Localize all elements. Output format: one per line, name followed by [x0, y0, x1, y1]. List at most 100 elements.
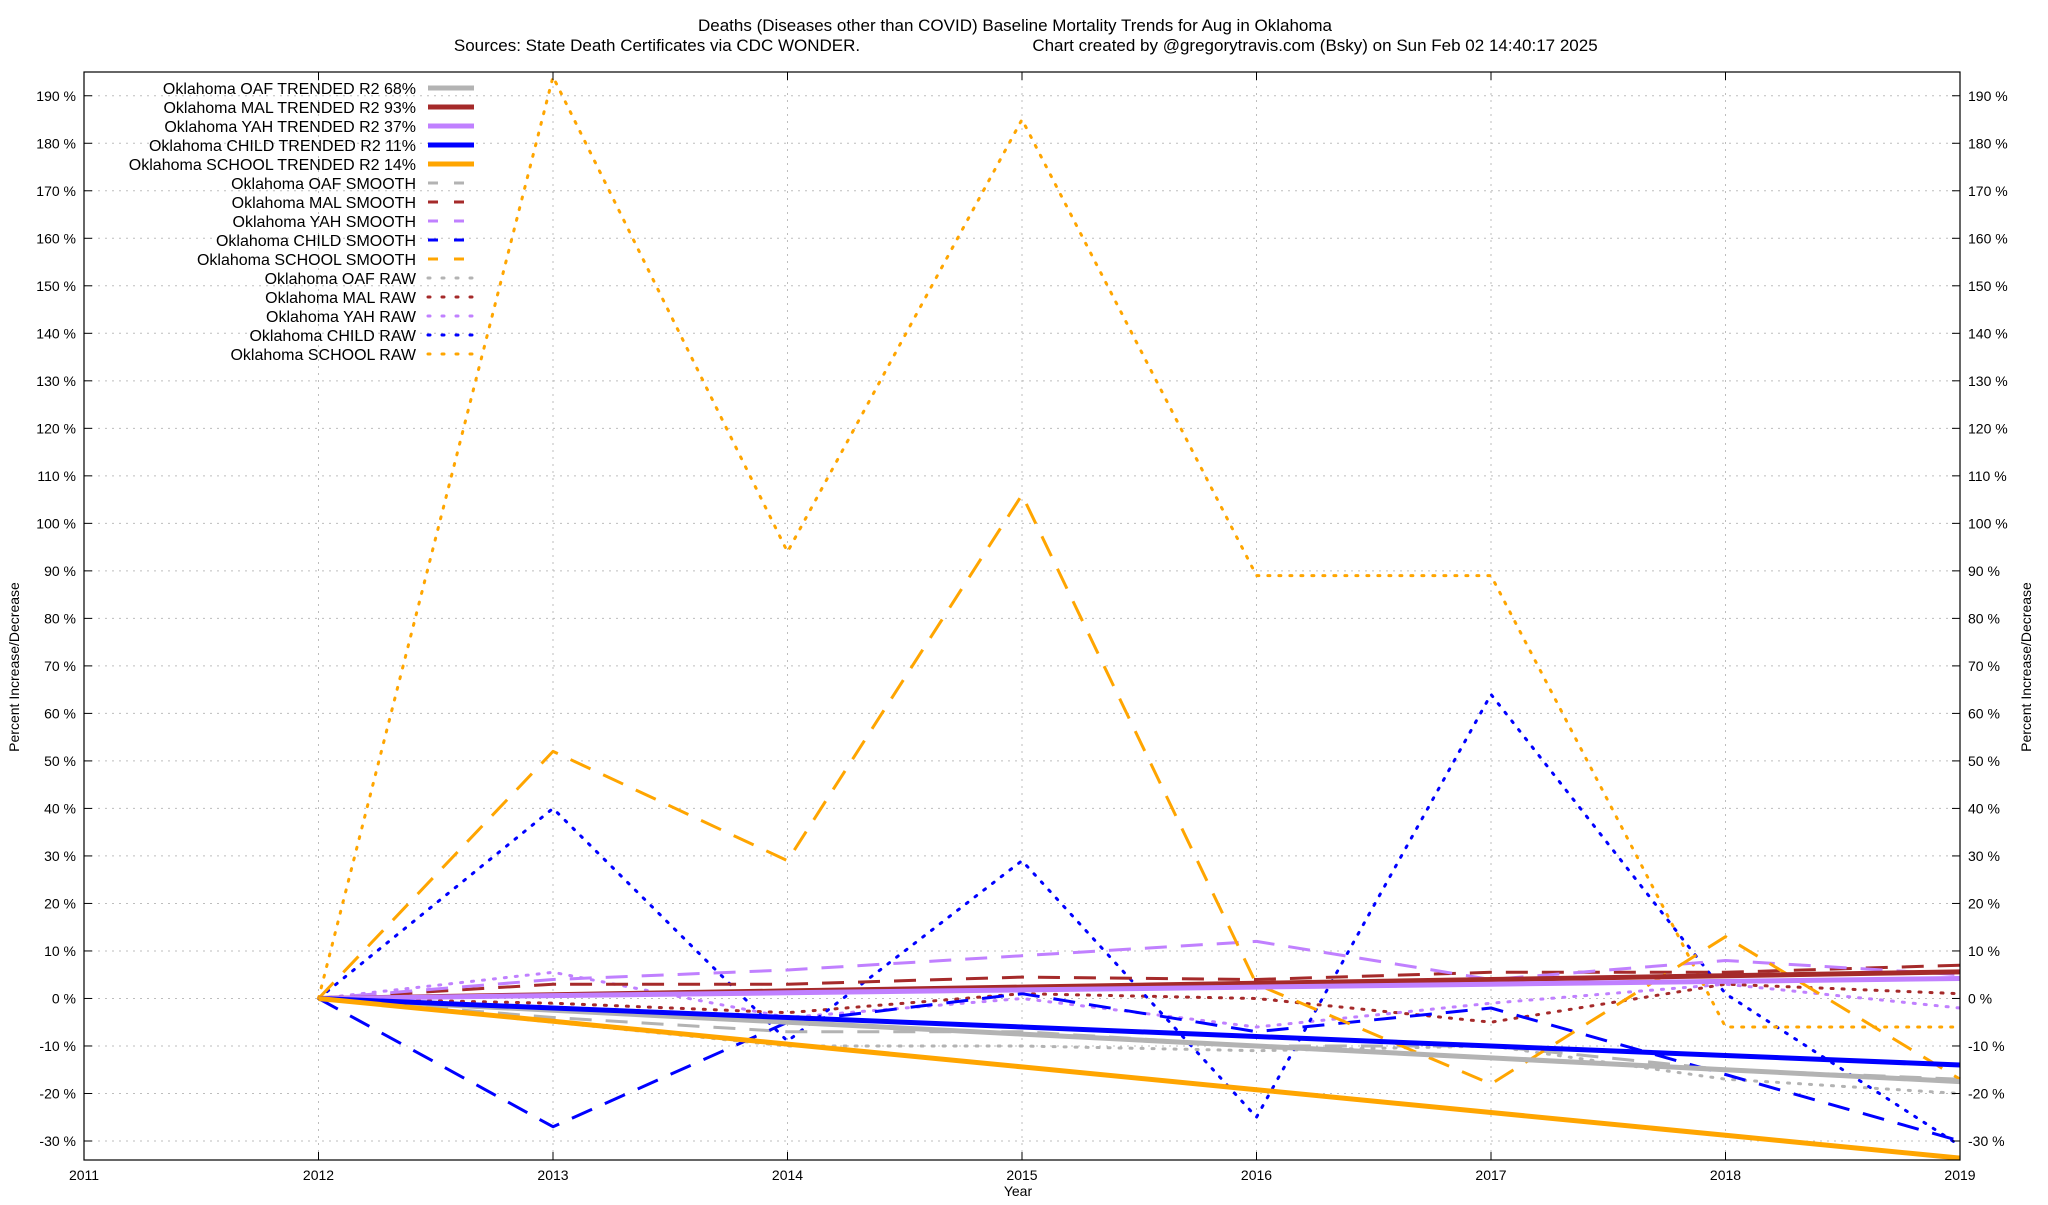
- x-tick-label: 2019: [1944, 1167, 1975, 1183]
- legend-entry: Oklahoma OAF RAW: [265, 271, 476, 288]
- legend-label: Oklahoma YAH RAW: [266, 309, 417, 326]
- legend-label: Oklahoma MAL TRENDED R2 93%: [163, 100, 416, 117]
- legend-entry: Oklahoma YAH TRENDED R2 37%: [164, 119, 474, 136]
- legend-label: Oklahoma OAF TRENDED R2 68%: [163, 81, 416, 98]
- y-tick-label-right: 0 %: [1968, 990, 1992, 1006]
- legend: Oklahoma OAF TRENDED R2 68% Oklahoma MAL …: [129, 81, 476, 364]
- legend-entry: Oklahoma SCHOOL TRENDED R2 14%: [129, 157, 474, 174]
- y-tick-label-right: 50 %: [1968, 753, 2000, 769]
- legend-entry: Oklahoma YAH RAW: [266, 309, 476, 326]
- series-line-oklahoma-school-smooth: [317, 493, 1961, 1086]
- legend-entry: Oklahoma YAH SMOOTH: [233, 214, 474, 231]
- y-tick-label-left: 120 %: [36, 420, 76, 436]
- y-tick-label-right: 60 %: [1968, 705, 2000, 721]
- series-line-oklahoma-mal-raw: [317, 982, 1962, 1024]
- y-tick-label-right: -20 %: [1968, 1085, 2005, 1101]
- legend-label: Oklahoma CHILD TRENDED R2 11%: [149, 138, 416, 155]
- y-axis-label-right: Percent Increase/Decrease: [2018, 582, 2034, 752]
- y-tick-label-left: 180 %: [36, 135, 76, 151]
- x-tick-label: 2016: [1241, 1167, 1272, 1183]
- legend-entry: Oklahoma MAL TRENDED R2 93%: [163, 100, 474, 117]
- x-tick-label: 2018: [1710, 1167, 1741, 1183]
- y-tick-label-left: -10 %: [39, 1038, 76, 1054]
- y-tick-label-left: 30 %: [44, 848, 76, 864]
- y-tick-label-right: 70 %: [1968, 658, 2000, 674]
- y-tick-label-right: 170 %: [1968, 183, 2008, 199]
- legend-entry: Oklahoma OAF TRENDED R2 68%: [163, 81, 474, 98]
- y-tick-label-left: -30 %: [39, 1133, 76, 1149]
- y-tick-label-right: 140 %: [1968, 325, 2008, 341]
- series-line-oklahoma-child-trended-r2-11: [318, 996, 1961, 1068]
- y-tick-label-right: 40 %: [1968, 800, 2000, 816]
- y-tick-label-left: 60 %: [44, 705, 76, 721]
- y-tick-label-right: 90 %: [1968, 563, 2000, 579]
- x-axis-label: Year: [1004, 1183, 1033, 1199]
- series-line-oklahoma-yah-smooth: [318, 939, 1961, 1000]
- legend-label: Oklahoma YAH TRENDED R2 37%: [164, 119, 416, 136]
- y-tick-label-left: 100 %: [36, 515, 76, 531]
- x-tick-label: 2012: [303, 1167, 334, 1183]
- legend-entry: Oklahoma SCHOOL SMOOTH: [197, 252, 474, 269]
- y-tick-label-left: 40 %: [44, 800, 76, 816]
- y-axis-label-left: Percent Increase/Decrease: [6, 582, 22, 752]
- y-tick-label-right: 80 %: [1968, 610, 2000, 626]
- y-tick-label-left: 20 %: [44, 895, 76, 911]
- y-tick-label-right: 20 %: [1968, 895, 2000, 911]
- legend-entry: Oklahoma CHILD TRENDED R2 11%: [149, 138, 474, 155]
- legend-label: Oklahoma SCHOOL TRENDED R2 14%: [129, 157, 416, 174]
- legend-label: Oklahoma YAH SMOOTH: [233, 214, 416, 231]
- y-tick-label-right: 10 %: [1968, 943, 2000, 959]
- legend-entry: Oklahoma MAL SMOOTH: [232, 195, 474, 212]
- chart-subtitle-right: Chart created by @gregorytravis.com (Bsk…: [1032, 36, 1597, 55]
- y-tick-label-left: -20 %: [39, 1085, 76, 1101]
- y-tick-label-left: 110 %: [37, 468, 76, 484]
- chart-title: Deaths (Diseases other than COVID) Basel…: [698, 16, 1333, 35]
- series-line-oklahoma-child-smooth: [317, 992, 1961, 1143]
- legend-entry: Oklahoma SCHOOL RAW: [230, 347, 476, 364]
- y-tick-label-left: 80 %: [44, 610, 76, 626]
- y-tick-label-left: 140 %: [36, 325, 76, 341]
- y-tick-label-left: 90 %: [44, 563, 76, 579]
- y-tick-label-right: -10 %: [1968, 1038, 2005, 1054]
- axis-ticks: -30 % -30 % -20 % -20 % -10 % -10 % 0 % 0 % 10 %…: [36, 72, 2008, 1183]
- legend-label: Oklahoma OAF RAW: [265, 271, 417, 288]
- legend-label: Oklahoma SCHOOL RAW: [230, 347, 416, 364]
- x-tick-label: 2011: [69, 1167, 99, 1183]
- legend-entry: Oklahoma MAL RAW: [265, 290, 476, 307]
- y-tick-label-right: 100 %: [1968, 515, 2008, 531]
- y-tick-label-right: -30 %: [1968, 1133, 2005, 1149]
- x-tick-label: 2014: [772, 1167, 803, 1183]
- series-line-oklahoma-mal-smooth: [318, 963, 1961, 1000]
- y-tick-label-left: 170 %: [36, 183, 76, 199]
- y-tick-label-left: 10 %: [44, 943, 76, 959]
- y-tick-label-right: 180 %: [1968, 135, 2008, 151]
- y-tick-label-left: 150 %: [36, 278, 76, 294]
- grid: [83, 72, 1961, 1160]
- x-tick-label: 2015: [1006, 1167, 1037, 1183]
- y-tick-label-left: 190 %: [36, 88, 76, 104]
- legend-label: Oklahoma SCHOOL SMOOTH: [197, 252, 416, 269]
- y-tick-label-right: 30 %: [1968, 848, 2000, 864]
- y-tick-label-left: 50 %: [44, 753, 76, 769]
- y-tick-label-left: 0 %: [52, 990, 76, 1006]
- legend-label: Oklahoma CHILD SMOOTH: [216, 233, 416, 250]
- series-line-oklahoma-school-trended-r2-14: [318, 996, 1961, 1161]
- legend-label: Oklahoma OAF SMOOTH: [231, 176, 416, 193]
- legend-label: Oklahoma MAL RAW: [265, 290, 417, 307]
- x-tick-label: 2017: [1475, 1167, 1506, 1183]
- plot-series: [317, 75, 1962, 1161]
- y-tick-label-right: 190 %: [1968, 88, 2008, 104]
- x-tick-label: 2013: [537, 1167, 568, 1183]
- series-line-oklahoma-oaf-trended-r2-68: [318, 996, 1961, 1085]
- legend-label: Oklahoma CHILD RAW: [249, 328, 416, 345]
- y-tick-label-right: 130 %: [1968, 373, 2008, 389]
- y-tick-label-left: 70 %: [44, 658, 76, 674]
- legend-entry: Oklahoma CHILD RAW: [249, 328, 476, 345]
- y-tick-label-right: 150 %: [1968, 278, 2008, 294]
- legend-label: Oklahoma MAL SMOOTH: [232, 195, 416, 212]
- series-line-oklahoma-yah-trended-r2-37: [318, 976, 1961, 1001]
- chart-subtitle-left: Sources: State Death Certificates via CD…: [454, 36, 860, 55]
- legend-entry: Oklahoma OAF SMOOTH: [231, 176, 474, 193]
